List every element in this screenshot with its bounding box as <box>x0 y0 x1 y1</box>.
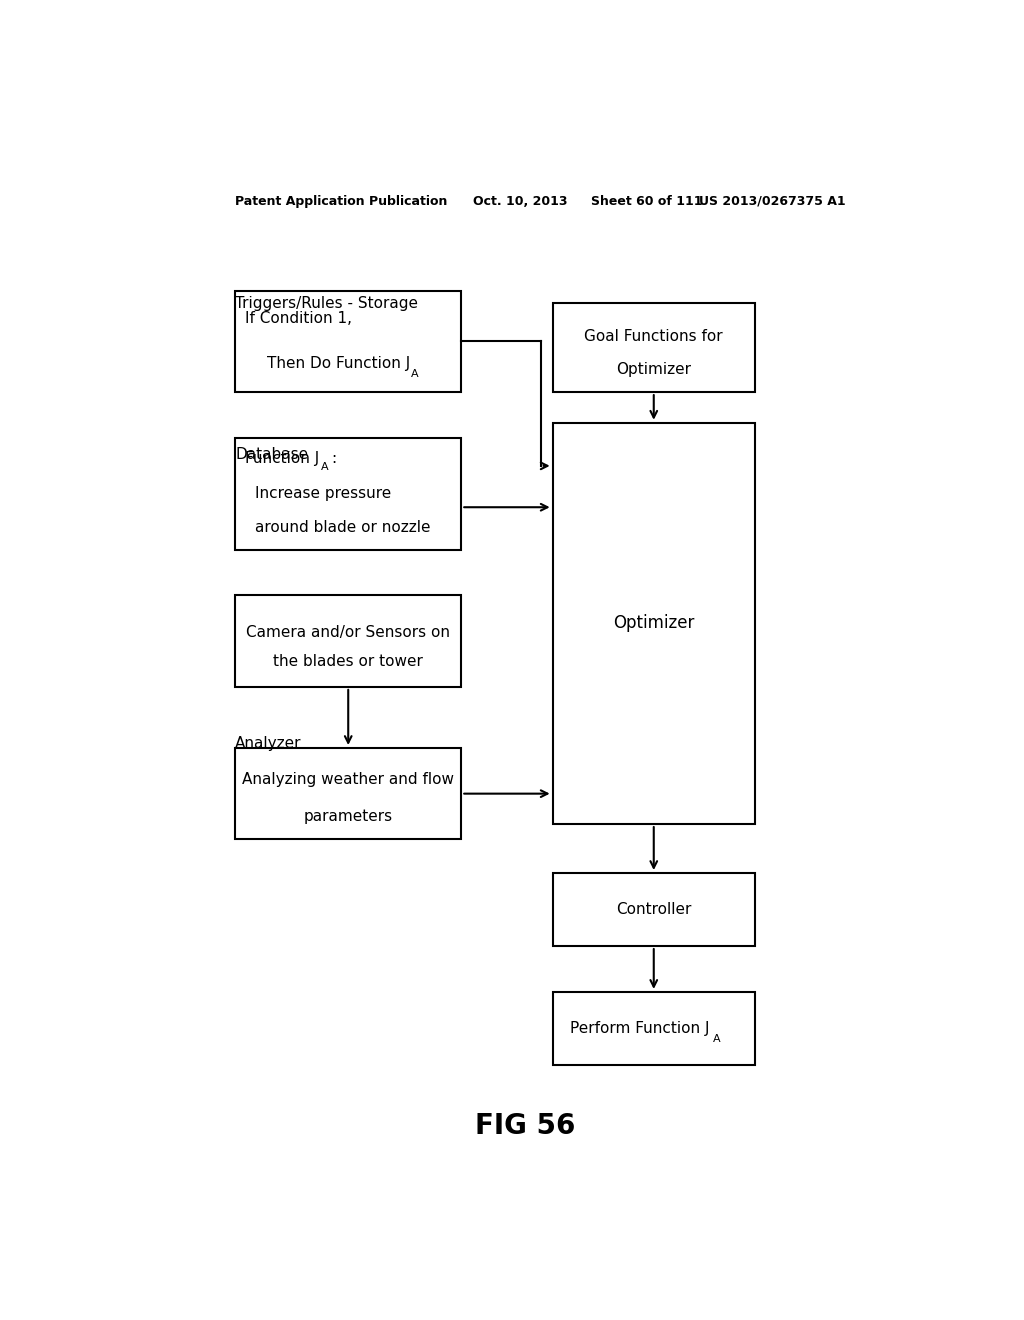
Bar <box>553 302 755 392</box>
Text: Function J: Function J <box>245 450 318 466</box>
Text: A: A <box>321 462 329 473</box>
Text: Optimizer: Optimizer <box>613 614 694 632</box>
Text: If Condition 1,: If Condition 1, <box>245 312 351 326</box>
Text: Camera and/or Sensors on: Camera and/or Sensors on <box>246 624 451 640</box>
Text: Analyzer: Analyzer <box>236 737 302 751</box>
Text: FIG 56: FIG 56 <box>474 1111 575 1140</box>
Text: Optimizer: Optimizer <box>616 362 691 378</box>
Text: around blade or nozzle: around blade or nozzle <box>255 520 430 535</box>
Text: Goal Functions for: Goal Functions for <box>585 329 723 345</box>
Text: Oct. 10, 2013: Oct. 10, 2013 <box>473 194 567 207</box>
Text: A: A <box>713 1034 720 1044</box>
Text: Triggers/Rules - Storage: Triggers/Rules - Storage <box>236 296 418 312</box>
Text: Analyzing weather and flow: Analyzing weather and flow <box>243 772 455 788</box>
Text: US 2013/0267375 A1: US 2013/0267375 A1 <box>699 194 846 207</box>
Bar <box>236 595 461 686</box>
Text: Increase pressure: Increase pressure <box>255 486 391 502</box>
Text: Then Do Function J: Then Do Function J <box>267 356 411 371</box>
Text: Controller: Controller <box>616 902 691 917</box>
Text: Patent Application Publication: Patent Application Publication <box>236 194 447 207</box>
Text: the blades or tower: the blades or tower <box>273 653 423 669</box>
Text: parameters: parameters <box>304 809 393 824</box>
Text: Sheet 60 of 111: Sheet 60 of 111 <box>591 194 702 207</box>
Bar <box>236 438 461 549</box>
Text: :: : <box>331 450 336 466</box>
Bar <box>553 991 755 1065</box>
Text: A: A <box>412 368 419 379</box>
Bar <box>236 290 461 392</box>
Text: Perform Function J: Perform Function J <box>569 1020 710 1036</box>
Text: Database: Database <box>236 447 308 462</box>
Bar <box>553 873 755 946</box>
Bar <box>236 748 461 840</box>
Bar <box>553 422 755 824</box>
